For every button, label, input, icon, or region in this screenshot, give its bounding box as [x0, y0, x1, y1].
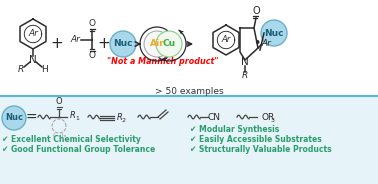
Circle shape: [156, 31, 182, 57]
Text: CN: CN: [208, 112, 220, 121]
Text: H: H: [42, 65, 48, 73]
Bar: [0, 0, 378, 96]
Text: OR: OR: [262, 112, 275, 121]
Text: O: O: [88, 52, 96, 61]
Circle shape: [110, 31, 136, 57]
Text: Nuc: Nuc: [5, 114, 23, 123]
Text: R: R: [18, 65, 24, 73]
Text: > 50 examples: > 50 examples: [155, 88, 223, 96]
Text: 2: 2: [121, 118, 125, 123]
Text: Cu: Cu: [163, 40, 175, 49]
Text: O: O: [56, 98, 62, 107]
Circle shape: [261, 20, 287, 46]
Text: ✔ Good Functional Group Tolerance: ✔ Good Functional Group Tolerance: [2, 144, 155, 153]
Text: ✔ Structurally Valuable Products: ✔ Structurally Valuable Products: [190, 144, 332, 153]
Text: O: O: [252, 6, 260, 16]
Text: Ar: Ar: [222, 36, 231, 45]
Text: ✔ Easily Accessible Substrates: ✔ Easily Accessible Substrates: [190, 135, 322, 144]
Text: ✔ Excellent Chemical Selectivity: ✔ Excellent Chemical Selectivity: [2, 135, 141, 144]
Text: •: •: [253, 36, 261, 49]
Text: Ar: Ar: [28, 29, 38, 38]
Text: R: R: [117, 112, 123, 121]
Text: Ar: Ar: [70, 36, 80, 45]
Text: Nuc: Nuc: [113, 40, 133, 49]
Text: Nuc: Nuc: [264, 29, 284, 38]
Text: "Not a Mannich product": "Not a Mannich product": [107, 56, 219, 66]
Text: 1: 1: [75, 116, 79, 121]
Text: Ar: Ar: [261, 40, 271, 49]
Bar: [0, 96, 378, 184]
Text: +: +: [51, 36, 64, 52]
Text: 3: 3: [271, 118, 275, 123]
Text: (   )ₙ: ( )ₙ: [53, 134, 67, 139]
Text: =: =: [25, 111, 37, 125]
Text: ✔ Modular Synthesis: ✔ Modular Synthesis: [190, 125, 279, 134]
Text: N: N: [241, 57, 249, 67]
Text: N: N: [29, 55, 37, 65]
Text: R: R: [70, 112, 76, 121]
Circle shape: [2, 106, 26, 130]
Circle shape: [144, 31, 170, 57]
Text: +: +: [98, 36, 110, 52]
Text: R: R: [242, 72, 248, 81]
Text: Air: Air: [150, 40, 164, 49]
Text: O: O: [88, 20, 96, 29]
